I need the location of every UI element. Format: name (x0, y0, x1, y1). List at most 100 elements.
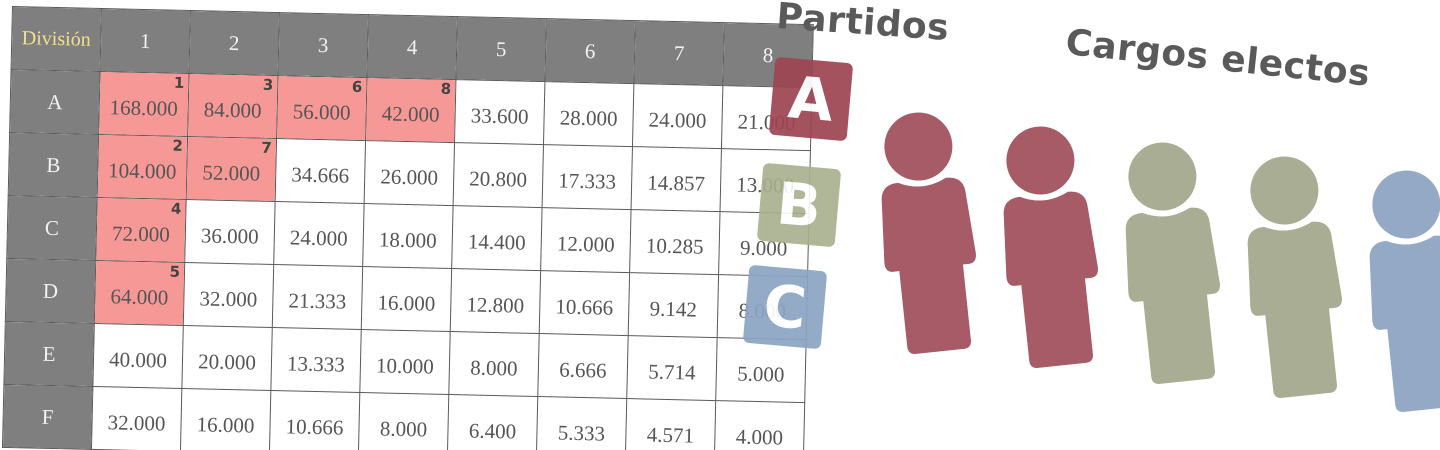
figure-head (1372, 170, 1440, 239)
quotient-value: 18.000 (378, 226, 437, 253)
quotient-value: 28.000 (559, 104, 618, 131)
quotient-value: 13.333 (286, 350, 346, 377)
figure-body (1003, 191, 1098, 368)
quotient-cell: 14.400 (451, 205, 543, 271)
party-row-header: F (2, 384, 93, 450)
winning-quotient-cell: 5 64.000 (94, 260, 185, 326)
quotient-value: 84.000 (203, 96, 262, 123)
seat-rank: 5 (169, 262, 181, 281)
quotient-cell: 18.000 (362, 203, 454, 269)
quotient-cell: 14.857 (631, 146, 722, 212)
quotient-cell: 10.666 (269, 390, 360, 450)
quotient-value: 20.000 (197, 348, 257, 375)
column-header-2: 2 (189, 10, 280, 76)
quotient-value: 20.800 (469, 165, 528, 192)
quotient-value: 10.000 (375, 352, 435, 379)
party-row-header: E (3, 321, 95, 387)
quotient-cell: 4.571 (625, 398, 716, 450)
quotient-cell: 5.000 (715, 337, 807, 403)
quotient-value: 26.000 (380, 163, 439, 190)
quotient-value: 17.333 (558, 167, 617, 194)
winning-quotient-cell: 8 42.000 (365, 77, 456, 143)
quotient-value: 16.000 (196, 411, 255, 438)
seat-rank: 7 (261, 138, 273, 157)
quotient-value: 12.800 (466, 291, 525, 318)
winning-quotient-cell: 2 104.000 (97, 134, 188, 200)
quotient-value: 6.666 (559, 357, 607, 383)
quotient-cell: 32.000 (91, 386, 182, 450)
quotient-value: 9.142 (649, 296, 698, 322)
quotient-value: 42.000 (381, 100, 440, 127)
seat-rank: 8 (440, 79, 452, 98)
quotient-value: 32.000 (107, 409, 166, 436)
seat-rank: 1 (173, 73, 185, 92)
figure-body (881, 177, 976, 354)
quotient-value: 5.000 (736, 361, 785, 387)
quotient-cell: 12.000 (540, 207, 632, 273)
quotient-cell: 28.000 (543, 81, 634, 147)
quotient-cell: 26.000 (364, 140, 455, 206)
quotient-cell: 16.000 (361, 266, 452, 332)
column-header-4: 4 (366, 14, 458, 80)
quotient-cell: 5.714 (626, 335, 718, 401)
quotient-value: 34.666 (291, 161, 350, 188)
figure-head (884, 112, 953, 181)
column-header-5: 5 (455, 16, 547, 82)
figure-body (1125, 207, 1220, 384)
quotient-cell: 12.800 (450, 268, 541, 334)
figure-body (1247, 221, 1342, 398)
quotient-cell: 6.666 (537, 333, 629, 399)
quotient-value: 33.600 (470, 102, 529, 129)
quotient-cell: 4.000 (714, 400, 805, 450)
quotient-cell: 9.142 (628, 272, 719, 338)
quotient-value: 4.571 (646, 422, 695, 448)
quotient-value: 40.000 (108, 346, 168, 373)
quotient-value: 64.000 (110, 283, 169, 310)
quotient-value: 56.000 (292, 98, 351, 125)
quotient-value: 14.857 (647, 169, 706, 196)
seat-rank: 2 (172, 136, 184, 155)
quotient-value: 5.714 (647, 359, 696, 385)
party-badge-b: B (756, 162, 842, 248)
seat-rank: 3 (262, 75, 274, 94)
winning-quotient-cell: 1 168.000 (98, 71, 190, 137)
quotient-cell: 24.000 (273, 201, 365, 267)
quotient-cell: 33.600 (454, 79, 545, 145)
quotient-cell: 16.000 (180, 388, 271, 450)
quotient-cell: 34.666 (275, 138, 366, 204)
cargos-electos-title: Cargos electos (1063, 22, 1373, 95)
column-header-1: 1 (100, 8, 191, 74)
figure-head (1006, 126, 1075, 195)
quotient-value: 14.400 (467, 228, 526, 255)
seat-figure-icon (1247, 156, 1342, 398)
column-header-3: 3 (277, 12, 369, 78)
quotient-cell: 21.333 (272, 264, 363, 330)
quotient-cell: 10.285 (629, 209, 721, 275)
quotient-value: 6.400 (468, 417, 517, 444)
quotient-cell: 6.400 (447, 394, 538, 450)
quotient-cell: 20.800 (453, 142, 544, 208)
quotient-value: 24.000 (289, 224, 348, 251)
party-row-header: A (9, 69, 101, 135)
figure-body (1369, 235, 1440, 412)
quotient-value: 5.333 (557, 419, 606, 446)
party-row-header: D (5, 258, 96, 324)
quotient-value: 4.000 (735, 424, 784, 450)
quotient-cell: 17.333 (542, 144, 633, 210)
quotient-cell: 8.000 (358, 392, 449, 450)
quotient-value: 10.666 (555, 293, 614, 320)
party-badge-c: C (742, 264, 828, 350)
quotient-value: 72.000 (111, 220, 171, 247)
quotient-value: 32.000 (199, 285, 258, 312)
quotient-value: 8.000 (379, 415, 428, 442)
quotient-value: 21.333 (288, 287, 347, 314)
quotient-cell: 10.000 (359, 329, 451, 395)
quotient-value: 36.000 (200, 222, 259, 249)
party-badge-a: A (768, 56, 854, 142)
quotient-value: 16.000 (377, 289, 436, 316)
quotient-cell: 20.000 (181, 325, 273, 391)
